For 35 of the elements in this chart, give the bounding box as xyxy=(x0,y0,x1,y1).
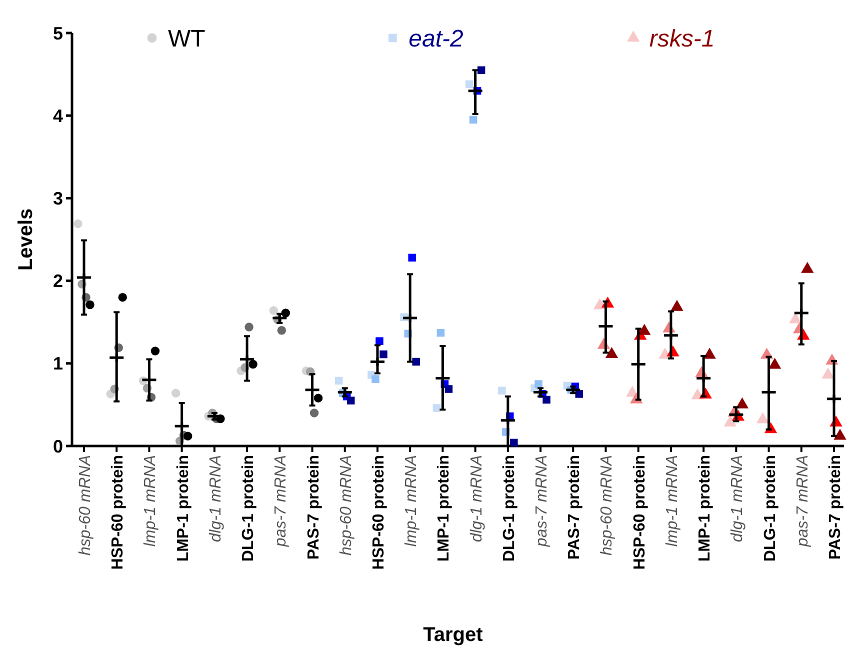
y-tick-label: 1 xyxy=(52,354,63,374)
y-axis-title: Levels xyxy=(15,208,37,271)
y-tick-label: 2 xyxy=(52,271,63,292)
x-tick-label: hsp-60 mRNA xyxy=(77,455,94,556)
x-tick-label: PAS-7 protein xyxy=(566,455,584,560)
x-tick-label: HSP-60 protein xyxy=(370,455,388,570)
x-tick-label: hsp-60 mRNA xyxy=(338,455,355,556)
x-tick-label: hsp-60 mRNA xyxy=(598,455,616,556)
x-tick-label: pas-7 mRNA xyxy=(794,455,812,548)
y-tick-label: 4 xyxy=(52,106,63,126)
y-tick-label: 3 xyxy=(52,188,63,208)
x-tick-label: lmp-1 mRNA xyxy=(142,455,160,547)
x-tick-label: PAS-7 protein xyxy=(827,455,844,560)
y-tick-label: 5 xyxy=(52,23,63,44)
x-tick-label: pas-7 mRNA xyxy=(272,455,290,548)
y-tick-label: 0 xyxy=(52,436,63,456)
x-tick-label: LMP-1 protein xyxy=(174,455,192,562)
x-tick-label: dlg-1 mRNA xyxy=(468,455,486,542)
x-tick-label: DLG-1 protein xyxy=(500,455,518,562)
x-tick-label: lmp-1 mRNA xyxy=(664,455,681,547)
x-tick-label: LMP-1 protein xyxy=(436,455,453,562)
x-tick-label: DLG-1 protein xyxy=(762,455,779,562)
x-tick-label: HSP-60 protein xyxy=(110,455,127,570)
x-tick-label: lmp-1 mRNA xyxy=(403,455,420,547)
legend-label: WT xyxy=(168,25,206,52)
x-tick-label: dlg-1 mRNA xyxy=(207,455,224,542)
x-axis-title: Target xyxy=(423,624,484,646)
x-tick-label: pas-7 mRNA xyxy=(534,455,551,548)
legend-label: eat-2 xyxy=(408,25,464,52)
x-tick-label: dlg-1 mRNA xyxy=(729,455,746,542)
x-tick-label: PAS-7 protein xyxy=(305,455,322,560)
x-tick-label: HSP-60 protein xyxy=(631,455,648,570)
x-tick-label: DLG-1 protein xyxy=(240,455,258,562)
x-tick-label: LMP-1 protein xyxy=(696,455,714,562)
legend-label: rsks-1 xyxy=(649,25,715,52)
